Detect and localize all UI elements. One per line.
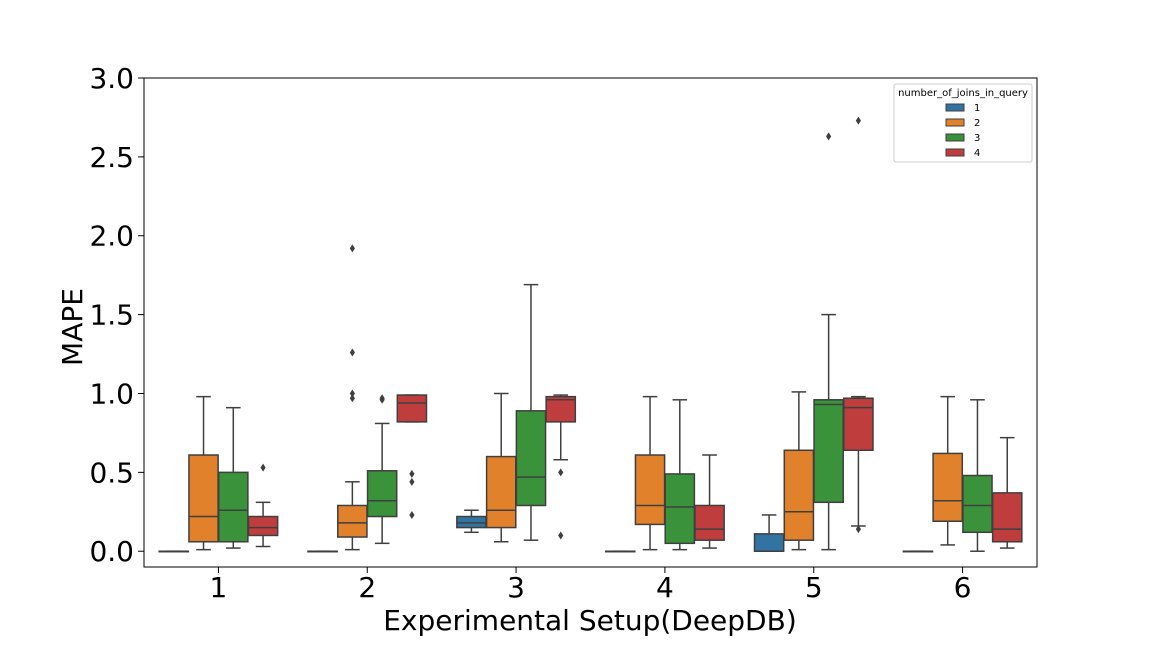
box-4-series-1 bbox=[604, 550, 636, 553]
legend-entry-2: 2 bbox=[974, 118, 980, 129]
y-tick-label: 3.0 bbox=[89, 62, 134, 95]
outlier-point bbox=[558, 531, 564, 540]
box-body bbox=[545, 395, 577, 423]
legend-swatch-3 bbox=[945, 133, 965, 142]
x-tick-label: 2 bbox=[358, 571, 376, 604]
box-6-series-1 bbox=[902, 550, 934, 553]
x-axis-label: Experimental Setup(DeepDB) bbox=[383, 604, 797, 637]
box-body bbox=[753, 533, 785, 552]
box-2-series-2 bbox=[337, 244, 368, 551]
box-body bbox=[783, 449, 815, 541]
box-4-series-2 bbox=[634, 395, 666, 551]
box-body bbox=[843, 397, 874, 452]
box-5-series-4 bbox=[843, 116, 874, 534]
box-2-series-3 bbox=[366, 394, 398, 545]
box-6-series-3 bbox=[962, 399, 993, 552]
x-tick-label: 1 bbox=[210, 571, 228, 604]
box-body bbox=[634, 454, 666, 526]
legend-swatch-4 bbox=[945, 148, 965, 157]
box-body bbox=[515, 410, 547, 507]
box-2-series-4 bbox=[396, 394, 428, 519]
box-5-series-2 bbox=[783, 391, 815, 551]
y-axis-label: MAPE bbox=[56, 288, 89, 366]
box-4-series-4 bbox=[694, 454, 725, 549]
x-tick-label: 4 bbox=[656, 571, 674, 604]
outlier-point bbox=[558, 468, 564, 477]
box-3-series-4 bbox=[545, 394, 577, 540]
legend-entry-4: 4 bbox=[974, 148, 980, 159]
box-4-series-3 bbox=[664, 399, 696, 551]
y-tick-label: 1.5 bbox=[89, 299, 134, 332]
legend-swatch-2 bbox=[945, 118, 965, 127]
legend-swatch-1 bbox=[945, 103, 965, 112]
outlier-point bbox=[349, 348, 355, 357]
outlier-point bbox=[855, 116, 861, 125]
box-body bbox=[188, 454, 219, 543]
box-body bbox=[337, 504, 368, 538]
legend: number_of_joins_in_query 1 2 3 4 bbox=[893, 83, 1033, 163]
box-body bbox=[962, 474, 993, 534]
box-1-series-2 bbox=[188, 395, 219, 551]
box-3-series-1 bbox=[456, 509, 487, 534]
box-body bbox=[396, 394, 428, 423]
outlier-point bbox=[855, 525, 861, 534]
box-1-series-4 bbox=[247, 463, 279, 548]
box-body bbox=[217, 471, 249, 543]
plot-frame bbox=[143, 77, 1038, 568]
x-tick-label: 6 bbox=[954, 571, 972, 604]
outlier-point bbox=[349, 394, 355, 403]
box-body bbox=[694, 504, 725, 541]
plot-area bbox=[158, 116, 1023, 553]
outlier-point bbox=[409, 510, 415, 519]
outlier-point bbox=[409, 469, 415, 478]
box-1-series-3 bbox=[217, 406, 249, 549]
y-tick-label: 2.0 bbox=[89, 220, 134, 253]
box-6-series-4 bbox=[991, 436, 1023, 549]
axes: 0.0 0.5 1.0 1.5 2.0 2.5 3.0 1 2 3 4 5 6 bbox=[89, 62, 1038, 604]
legend-entry-1: 1 bbox=[974, 103, 980, 114]
box-body bbox=[813, 399, 844, 504]
x-tick-label: 3 bbox=[507, 571, 525, 604]
box-body bbox=[664, 473, 696, 545]
x-tick-label: 5 bbox=[805, 571, 823, 604]
box-5-series-3 bbox=[813, 132, 844, 551]
y-tick-label: 1.0 bbox=[89, 377, 134, 410]
outlier-point bbox=[349, 389, 355, 398]
box-1-series-1 bbox=[158, 550, 190, 553]
box-body bbox=[485, 455, 517, 529]
box-3-series-2 bbox=[485, 392, 517, 543]
box-5-series-1 bbox=[753, 514, 785, 552]
box-3-series-3 bbox=[515, 283, 547, 541]
box-body bbox=[991, 492, 1023, 543]
y-tick-label: 2.5 bbox=[89, 141, 134, 174]
legend-entry-3: 3 bbox=[974, 133, 980, 144]
outlier-point bbox=[826, 132, 832, 141]
box-6-series-2 bbox=[932, 395, 964, 546]
y-tick-label: 0.5 bbox=[89, 456, 134, 489]
box-body bbox=[932, 452, 964, 523]
outlier-point bbox=[349, 244, 355, 253]
box-2-series-1 bbox=[307, 550, 338, 553]
box-body bbox=[456, 515, 487, 529]
outlier-point bbox=[409, 477, 415, 486]
box-body bbox=[247, 515, 279, 537]
outlier-point bbox=[260, 463, 266, 472]
outlier-point bbox=[379, 394, 385, 403]
y-tick-label: 0.0 bbox=[89, 535, 134, 568]
box-body bbox=[366, 470, 398, 518]
legend-title: number_of_joins_in_query bbox=[898, 88, 1028, 99]
